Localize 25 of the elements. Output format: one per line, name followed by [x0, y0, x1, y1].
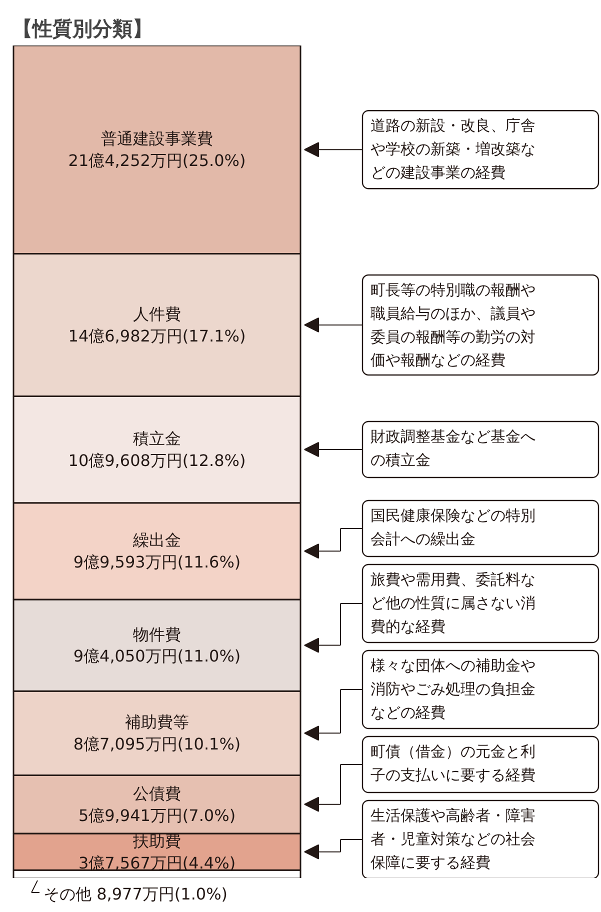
text: 旅費や需用費、委託料など他の性質に属さない消費的な経費	[370, 570, 536, 636]
series-label: 公債費	[133, 784, 181, 803]
data-label: 8億7,095万円(10.1%)	[73, 734, 241, 754]
text: 町債（借金）の元金と利子の支払いに要する経費	[370, 742, 536, 784]
data-label: 9億9,593万円(11.6%)	[73, 552, 241, 572]
text: 様々な団体への補助金や消防やごみ処理の負担金などの経費	[370, 656, 536, 722]
data-label: 9億4,050万円(11.0%)	[73, 646, 241, 666]
data-label: 5億9,941万円(7.0%)	[78, 806, 236, 825]
chart-title: 【性質別分類】	[12, 16, 152, 40]
series-label: 繰出金	[132, 530, 181, 550]
text: 財政調整基金など基金への積立金	[370, 428, 536, 469]
text: 国民健康保険などの特別会計への繰出金	[370, 506, 536, 548]
text: その他 8,977万円(1.0%)	[44, 884, 228, 904]
text: 生活保護や高齢者・障害者・児童対策などの社会保障に要する経費	[370, 806, 536, 872]
series-label: 物件費	[133, 624, 181, 644]
data-label: 10億9,608万円(12.8%)	[68, 450, 246, 470]
series-label: 補助費等	[125, 712, 189, 732]
series-label: 普通建設事業費	[101, 129, 213, 148]
series-label: 扶助費	[132, 831, 181, 850]
text: 町長等の特別職の報酬や職員給与のほか、議員や委員の報酬等の勤労の対価や報酬などの経費	[370, 280, 536, 370]
series-label: 人件費	[133, 304, 181, 324]
data-label: 21億4,252万円(25.0%)	[68, 151, 246, 170]
text: 道路の新設・改良、庁舎や学校の新築・増改築などの建設事業の経費	[370, 116, 536, 182]
series-label: 積立金	[133, 429, 181, 448]
data-label: 14億6,982万円(17.1%)	[68, 326, 246, 346]
